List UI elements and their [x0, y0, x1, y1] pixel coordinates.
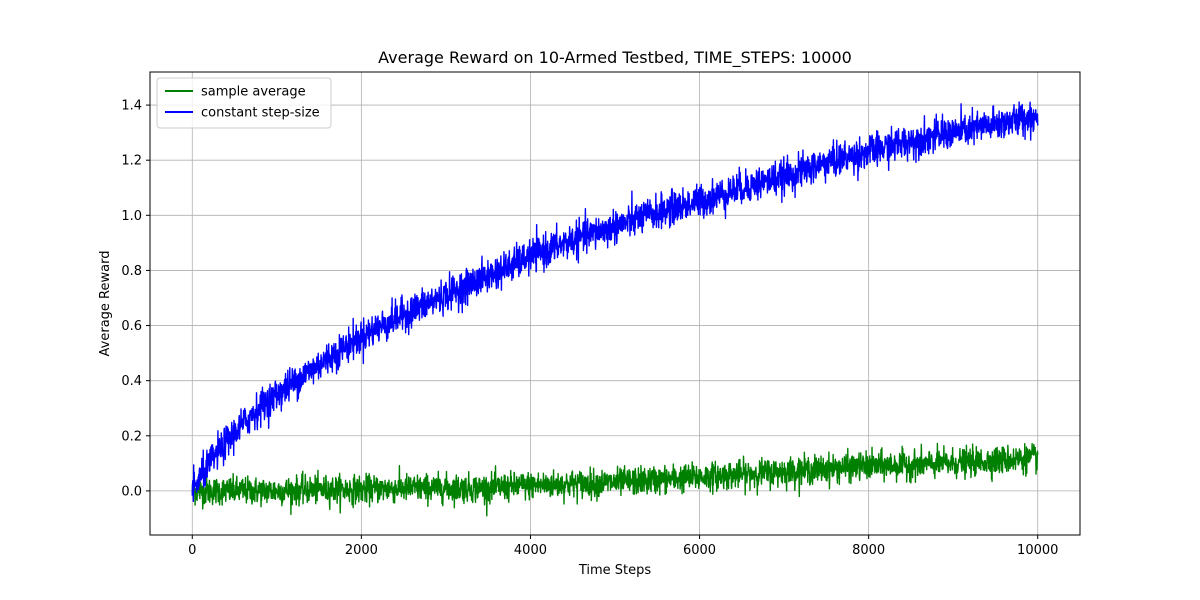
- y-tick-label: 0.6: [121, 319, 142, 334]
- legend-label-sample-average: sample average: [201, 85, 306, 100]
- y-tick-label: 0.2: [121, 429, 142, 444]
- y-axis-label: Average Reward: [98, 251, 113, 357]
- legend-box: [156, 77, 332, 129]
- series-line-sample-average: [191, 442, 1039, 517]
- x-tick-label: 0: [188, 543, 196, 558]
- y-tick-label: 0.0: [121, 484, 142, 499]
- y-tick-label: 0.4: [121, 374, 142, 389]
- y-tick-label: 1.4: [121, 99, 142, 114]
- chart-title: Average Reward on 10-Armed Testbed, TIME…: [378, 48, 852, 68]
- x-tick-label: 4000: [514, 543, 547, 558]
- x-tick-label: 8000: [852, 543, 885, 558]
- y-tick-label: 1.2: [121, 154, 142, 169]
- y-tick-label: 0.8: [121, 264, 142, 279]
- ticks: 0 2000 4000 6000 8000 10000 0.0 0.2 0.4 0.6 0.8 1.0…: [121, 99, 1058, 558]
- x-axis-label: Time Steps: [578, 563, 652, 578]
- y-tick-label: 1.0: [121, 209, 142, 224]
- plot-frame: [149, 71, 1081, 536]
- x-tick-label: 2000: [345, 543, 378, 558]
- x-tick-label: 6000: [683, 543, 716, 558]
- legend-label-constant-step-size: constant step-size: [201, 106, 320, 121]
- legend: sample average constant step-size: [156, 77, 332, 129]
- series-layer: [191, 101, 1039, 517]
- x-tick-label: 10000: [1017, 543, 1058, 558]
- series-line-constant-step-size: [191, 101, 1039, 503]
